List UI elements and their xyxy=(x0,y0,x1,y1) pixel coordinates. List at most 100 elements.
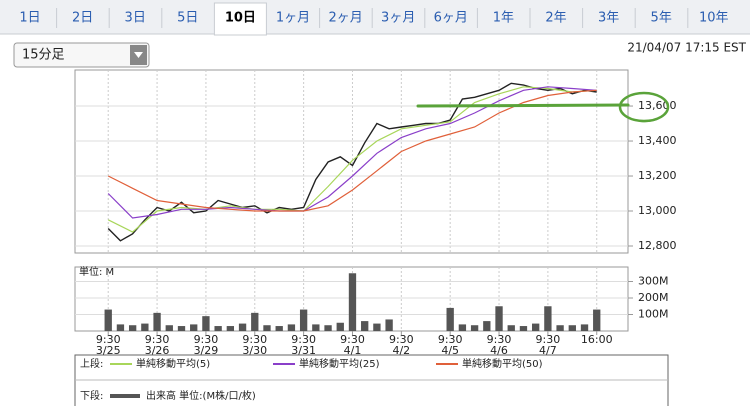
legend-row-label: 上段: xyxy=(80,357,103,370)
volume-unit-label: 単位: M xyxy=(79,265,114,278)
x-tick-date: 4/2 xyxy=(392,344,410,357)
y-tick-label: 100M xyxy=(638,308,669,321)
timestamp: 21/04/07 17:15 EST xyxy=(627,41,746,55)
volume-bar xyxy=(214,326,222,331)
x-tick-label: 9:30 xyxy=(389,333,414,346)
volume-bar xyxy=(312,324,320,331)
tab[interactable]: 10年 xyxy=(699,11,729,26)
volume-bar xyxy=(458,324,467,331)
hand-drawn-line xyxy=(416,103,630,108)
x-tick-label: 9:30 xyxy=(96,333,121,346)
tab[interactable]: 5日 xyxy=(177,11,198,26)
volume-bar xyxy=(177,326,186,331)
interval-select[interactable] xyxy=(13,42,150,68)
volume-bar xyxy=(263,325,271,331)
tabs: 1日 2日 3日 5日 10日 1ヶ月 2ヶ月 3ヶ月 6ヶ月 1年 2年 3年 5年 10年 xyxy=(19,2,729,36)
x-tick-date: 4/5 xyxy=(441,344,459,357)
volume-bar xyxy=(251,312,259,331)
x-tick-label: 9:30 xyxy=(194,333,219,346)
volume-bar xyxy=(226,326,235,331)
x-tick-date: 3/31 xyxy=(291,344,316,357)
moving-average-line xyxy=(107,86,597,233)
volume-bar xyxy=(190,324,198,331)
x-tick-date: 3/26 xyxy=(145,344,170,357)
volume-bar xyxy=(238,323,247,331)
volume-bar xyxy=(165,325,173,331)
legend: 単純移動平均(5) 単純移動平均(25) 単純移動平均(50) 出来高 単位:(M株/… xyxy=(110,357,543,402)
volume-bar xyxy=(104,309,112,331)
x-tick-date: 3/30 xyxy=(242,344,267,357)
volume-bar xyxy=(287,324,296,331)
volume-bar xyxy=(275,326,283,331)
hand-drawn-tail xyxy=(639,118,658,123)
y-tick-label: 13,000 xyxy=(638,204,677,217)
x-tick-label: 9:30 xyxy=(438,333,463,346)
y-tick-label: 13,600 xyxy=(638,99,677,112)
x-tick-date: 3/29 xyxy=(194,344,219,357)
plots: 12,800 13,000 13,200 13,400 13,600 100M 200M 30… xyxy=(75,70,677,357)
volume-bar xyxy=(128,325,137,331)
volume-bar xyxy=(299,309,308,331)
x-tick-label: 9:30 xyxy=(291,333,316,346)
tab[interactable]: 3ヶ月 xyxy=(381,11,415,26)
volume-bar xyxy=(324,325,332,331)
volume-bar xyxy=(593,309,601,331)
volume-bar xyxy=(544,306,552,331)
volume-bar xyxy=(470,325,479,331)
volume-bar xyxy=(556,325,564,331)
x-tick-date: 4/6 xyxy=(490,344,508,357)
volume-bar xyxy=(116,324,125,331)
legend-row-label: 下段: xyxy=(80,389,103,402)
tab[interactable]: 1年 xyxy=(493,11,514,26)
volume-bar xyxy=(483,321,491,331)
tab[interactable]: 6ヶ月 xyxy=(434,11,468,26)
x-tick-label: 9:30 xyxy=(487,333,512,346)
tab[interactable]: 2日 xyxy=(72,11,93,26)
legend-label: 単純移動平均(50) xyxy=(462,357,543,370)
moving-average-line xyxy=(107,86,597,219)
price-plot-frame xyxy=(74,69,629,254)
volume-bar xyxy=(532,323,540,331)
x-tick-label: 9:30 xyxy=(340,333,365,346)
x-tick-label: 9:30 xyxy=(145,333,170,346)
x-tick-date: 3/25 xyxy=(96,344,121,357)
interval-select-label[interactable]: 15分足 xyxy=(22,48,65,63)
tab[interactable]: 2ヶ月 xyxy=(328,11,362,26)
tab[interactable]: 2年 xyxy=(545,11,566,26)
volume-bar xyxy=(385,319,393,331)
volume-bar xyxy=(446,307,454,331)
select-arrow xyxy=(134,52,143,58)
tab[interactable]: 10日 xyxy=(225,11,256,26)
tab[interactable]: 5年 xyxy=(651,11,672,26)
x-tick-label: 16:00 xyxy=(581,333,613,346)
y-tick-label: 200M xyxy=(638,291,669,304)
volume-bar xyxy=(568,325,576,331)
x-tick-date: 4/7 xyxy=(539,344,557,357)
y-tick-label: 300M xyxy=(638,275,669,288)
tab[interactable]: 1日 xyxy=(19,11,40,26)
y-tick-label: 13,400 xyxy=(638,134,677,147)
volume-bar xyxy=(336,322,344,331)
volume-bar xyxy=(361,321,369,331)
x-tick-date: 4/1 xyxy=(344,344,362,357)
y-tick-label: 13,200 xyxy=(638,169,677,182)
volume-bar xyxy=(202,316,210,331)
volume-bar xyxy=(507,325,515,331)
legend-label: 単純移動平均(5) xyxy=(136,357,210,370)
tab-bar xyxy=(0,0,750,34)
y-tick-label: 12,800 xyxy=(638,239,677,252)
x-tick-label: 9:30 xyxy=(242,333,267,346)
volume-bar xyxy=(141,323,149,331)
tab[interactable]: 3年 xyxy=(598,11,619,26)
volume-bar xyxy=(495,306,503,331)
tab[interactable]: 1ヶ月 xyxy=(276,11,310,26)
volume-bar xyxy=(373,323,381,331)
x-tick-label: 9:30 xyxy=(536,333,561,346)
volume-bar xyxy=(348,273,357,331)
legend-label: 単純移動平均(25) xyxy=(299,357,380,370)
volume-bar xyxy=(519,326,528,331)
active-tab[interactable] xyxy=(213,2,267,36)
tab[interactable]: 3日 xyxy=(125,11,146,26)
legend-label: 出来高 単位:(M株/口/枚) xyxy=(146,389,256,402)
